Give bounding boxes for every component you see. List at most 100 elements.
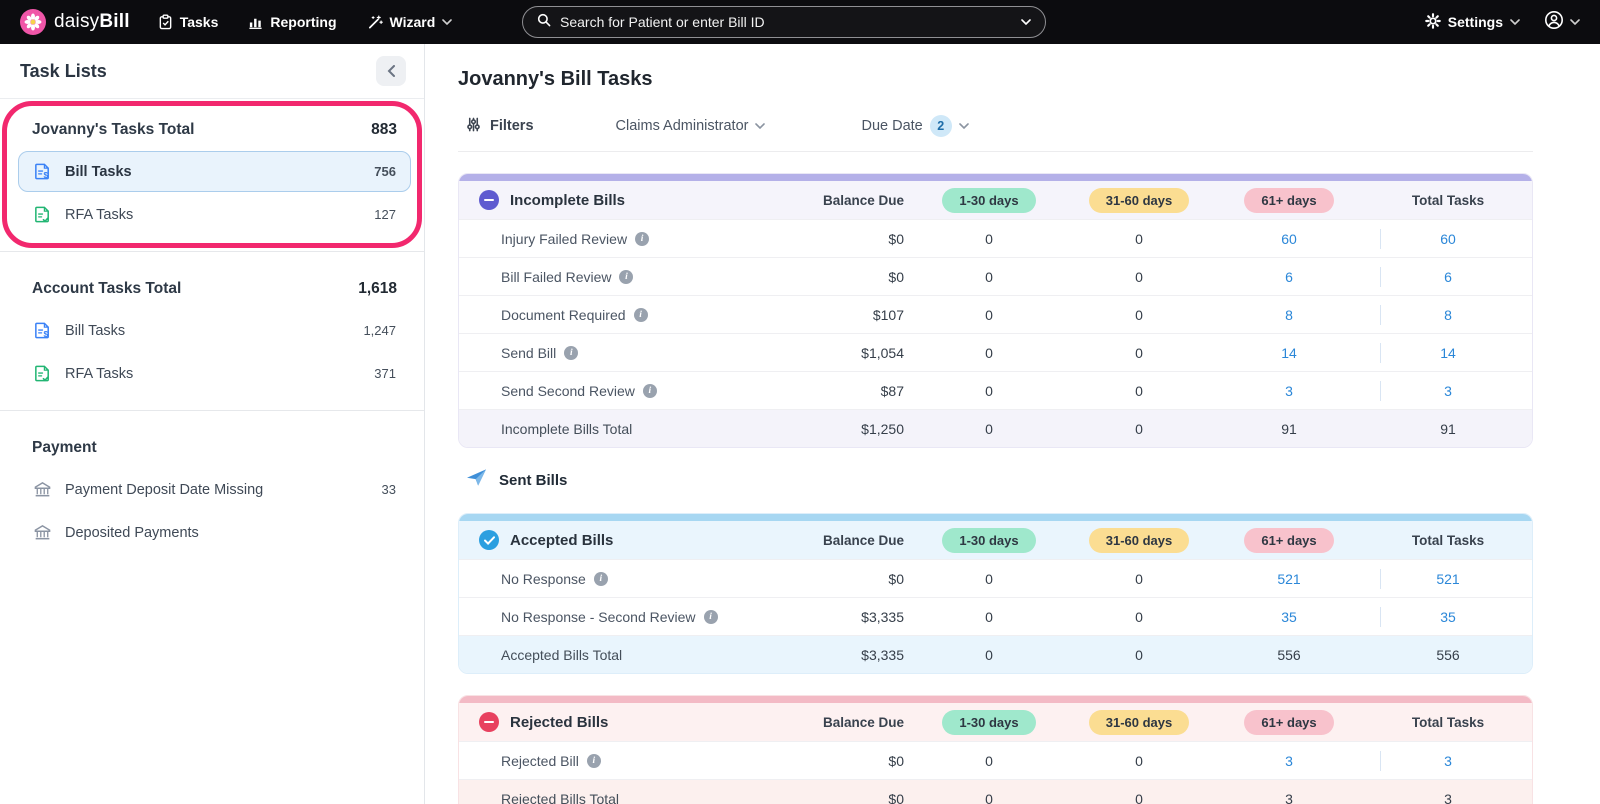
61-plus-days-link[interactable]: 3 — [1285, 752, 1293, 769]
info-icon[interactable]: i — [703, 609, 718, 624]
sidebar-item-count: 33 — [381, 482, 396, 497]
61-plus-days-link[interactable]: 14 — [1281, 344, 1297, 361]
filters-button[interactable]: Filters — [466, 117, 534, 136]
sent-bills-label: Sent Bills — [499, 471, 568, 489]
sidebar-group-jovannys-tasks: Jovanny's Tasks Total 883 $ Bill Tasks 7… — [0, 99, 424, 245]
column-header-61-plus-days: 61+ days — [1244, 187, 1334, 213]
global-search[interactable] — [522, 6, 1046, 38]
total-tasks-link[interactable]: 8 — [1364, 307, 1532, 323]
chevron-down-icon — [1570, 19, 1580, 25]
61-plus-days-link[interactable]: 60 — [1281, 230, 1297, 247]
sidebar-item-account-bill-tasks[interactable]: $ Bill Tasks 1,247 — [18, 310, 411, 351]
31-60-days-value: 0 — [1135, 268, 1143, 285]
search-scope-chevron-icon[interactable] — [1021, 19, 1031, 25]
row-label: Send Second Review — [501, 382, 635, 399]
table-header: Accepted Bills Balance Due 1-30 days 31-… — [459, 521, 1532, 559]
info-icon[interactable]: i — [586, 753, 601, 768]
sliders-icon — [466, 117, 481, 136]
settings-menu[interactable]: Settings — [1424, 12, 1520, 32]
column-header-total-tasks: Total Tasks — [1411, 192, 1485, 208]
svg-text:$: $ — [43, 171, 48, 180]
31-60-days-total: 0 — [1135, 790, 1143, 804]
total-tasks-link[interactable]: 14 — [1364, 345, 1532, 361]
31-60-days-total: 0 — [1135, 420, 1143, 437]
bar-chart-icon — [248, 15, 263, 30]
accepted-check-icon — [479, 530, 499, 550]
total-tasks-total: 556 — [1436, 646, 1460, 663]
column-header-61-plus-days: 61+ days — [1244, 527, 1334, 553]
search-input[interactable] — [560, 14, 1012, 30]
sidebar-item-bill-tasks[interactable]: $ Bill Tasks 756 — [18, 151, 411, 192]
svg-text:$: $ — [43, 330, 48, 339]
1-30-days-value: 0 — [985, 230, 993, 247]
column-header-total-tasks: Total Tasks — [1411, 532, 1485, 548]
group-total: 883 — [371, 121, 397, 138]
column-header-1-30-days: 1-30 days — [942, 709, 1036, 735]
info-icon[interactable]: i — [635, 231, 650, 246]
row-label: Send Bill — [501, 344, 557, 361]
nav-item-tasks[interactable]: Tasks — [158, 14, 219, 30]
total-tasks-link[interactable]: 3 — [1364, 383, 1532, 399]
1-30-days-total: 0 — [985, 420, 993, 437]
total-tasks-link[interactable]: 60 — [1364, 231, 1532, 247]
chevron-down-icon — [958, 123, 969, 129]
nav-wizard-label: Wizard — [389, 14, 436, 30]
sidebar-item-account-rfa-tasks[interactable]: RFA Tasks 371 — [18, 353, 411, 394]
info-icon[interactable]: i — [619, 269, 634, 284]
nav-tasks-label: Tasks — [179, 14, 219, 30]
61-plus-days-link[interactable]: 3 — [1285, 382, 1293, 399]
61-plus-days-link[interactable]: 521 — [1277, 570, 1301, 587]
total-row-label: Incomplete Bills Total — [501, 420, 633, 437]
row-label: Bill Failed Review — [501, 268, 612, 285]
brand-logo[interactable]: daisyBill — [20, 9, 130, 35]
table-row: Send Second Review i $87 0 0 3 3 — [459, 371, 1532, 409]
sidebar-item-label: Payment Deposit Date Missing — [65, 481, 264, 498]
balance-due-total: $1,250 — [861, 420, 904, 437]
daisy-flower-icon — [20, 9, 46, 35]
table-row: Bill Failed Review i $0 0 0 6 6 — [459, 257, 1532, 295]
balance-due-value: $0 — [888, 268, 904, 285]
balance-due-value: $0 — [888, 570, 904, 587]
row-label: Document Required — [501, 306, 626, 323]
group-title: Payment — [32, 439, 97, 456]
table-total-row: Accepted Bills Total $3,335 0 0 556 556 — [459, 635, 1532, 673]
balance-due-value: $107 — [872, 306, 904, 323]
total-row-label: Rejected Bills Total — [501, 790, 620, 804]
total-tasks-link[interactable]: 3 — [1364, 753, 1532, 769]
total-tasks-link[interactable]: 35 — [1364, 609, 1532, 625]
settings-label: Settings — [1447, 14, 1503, 30]
61-plus-days-link[interactable]: 8 — [1285, 306, 1293, 323]
balance-due-value: $87 — [880, 382, 904, 399]
column-header-balance-due: Balance Due — [822, 532, 904, 548]
nav-item-wizard[interactable]: Wizard — [367, 14, 453, 30]
bank-icon — [33, 480, 52, 499]
1-30-days-value: 0 — [985, 608, 993, 625]
total-tasks-link[interactable]: 521 — [1364, 571, 1532, 587]
chevron-left-icon — [387, 65, 395, 77]
61-plus-days-link[interactable]: 6 — [1285, 268, 1293, 285]
bank-icon — [33, 523, 52, 542]
sidebar-collapse-button[interactable] — [376, 56, 406, 86]
bill-document-icon: $ — [33, 321, 52, 340]
sidebar-item-count: 756 — [374, 164, 396, 179]
account-menu[interactable] — [1544, 10, 1580, 35]
total-tasks-link[interactable]: 6 — [1364, 269, 1532, 285]
sidebar-item-rfa-tasks[interactable]: RFA Tasks 127 — [18, 194, 411, 235]
sidebar-item-deposited-payments[interactable]: Deposited Payments — [18, 512, 411, 553]
nav-item-reporting[interactable]: Reporting — [248, 14, 337, 30]
61-plus-days-link[interactable]: 35 — [1281, 608, 1297, 625]
gear-icon — [1424, 12, 1441, 32]
claims-administrator-filter[interactable]: Claims Administrator — [616, 118, 766, 134]
sidebar-item-payment-deposit-date-missing[interactable]: Payment Deposit Date Missing 33 — [18, 469, 411, 510]
row-label: Rejected Bill — [501, 752, 579, 769]
info-icon[interactable]: i — [642, 383, 657, 398]
row-label: Injury Failed Review — [501, 230, 628, 247]
info-icon[interactable]: i — [633, 307, 648, 322]
1-30-days-total: 0 — [985, 646, 993, 663]
sidebar-item-count: 371 — [374, 366, 396, 381]
table-title: Rejected Bills — [510, 713, 609, 731]
info-icon[interactable]: i — [564, 345, 579, 360]
due-date-filter[interactable]: Due Date 2 — [861, 115, 969, 137]
column-header-balance-due: Balance Due — [822, 192, 904, 208]
info-icon[interactable]: i — [593, 571, 608, 586]
